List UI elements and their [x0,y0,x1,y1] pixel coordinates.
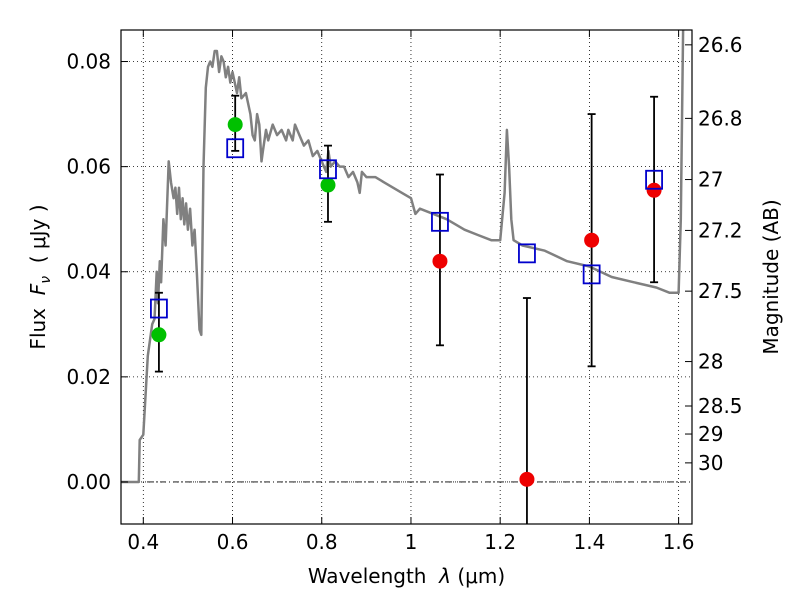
model-spectrum-line [121,29,685,484]
x-tick-label: 1.2 [484,530,516,554]
y2-tick-label: 28 [698,350,723,374]
y2-tick-label: 30 [698,451,723,475]
y-axis-title: Flux Fν ( μJy ) [26,204,54,349]
y2-tick-label: 27.5 [698,279,743,303]
y-axis-title-symbol: F [26,283,50,295]
red-data-point [584,232,600,248]
plot-frame [120,29,693,525]
x-tick-label: 0.6 [217,530,249,554]
green-data-point [151,327,167,343]
x-tick-label: 1.4 [573,530,605,554]
y-axis-title-prefix: Flux [26,295,50,349]
model-spectrum-layer [121,29,685,484]
x-tick-label: 1 [405,530,418,554]
green-data-point [227,117,243,133]
x-axis-title-prefix: Wavelength [308,564,439,588]
y2-tick-label: 26.8 [698,106,743,130]
model-photometry-square [518,243,536,264]
model-photometry-square [431,211,449,232]
y2-tick-label: 26.6 [698,33,743,57]
x-axis-title-symbol: λ [438,564,451,588]
y-axis-title-subscript: ν [38,276,54,284]
x-tick-label: 0.4 [127,530,159,554]
y2-tick-label: 27 [698,168,723,192]
model-photometry-square [582,264,601,285]
model-photometry-square [150,298,168,319]
y2-tick-label: 27.2 [698,218,743,242]
y-tick-label: 0.08 [66,50,111,74]
model-photometry-square [319,159,337,180]
model-photometry-square [645,169,663,190]
model-photometry-square [226,138,245,159]
y-tick-label: 0.06 [66,155,111,179]
y-axis-title-unit: ( μJy ) [26,204,50,276]
red-data-point [646,182,662,198]
y2-axis-title: Magnitude (AB) [759,199,783,354]
red-data-point [432,253,448,269]
marker-layer [150,117,663,487]
y2-tick-label: 28.5 [698,394,743,418]
x-axis-title-unit: (μm) [451,564,505,588]
x-axis-title: Wavelength λ (μm) [308,564,505,588]
red-data-point [519,471,535,487]
y-tick-label: 0.02 [66,365,111,389]
y2-tick-label: 29 [698,422,723,446]
axis-ticks: 0.4 0.6 0.8 1 1.2 1.4 1.6 0.00 0.02 0.04 0.06 0.08 2… [66,30,743,554]
y-tick-label: 0.04 [66,260,111,284]
green-data-point [320,177,336,193]
y-tick-label: 0.00 [66,470,111,494]
x-tick-label: 1.6 [663,530,695,554]
x-tick-label: 0.8 [306,530,338,554]
